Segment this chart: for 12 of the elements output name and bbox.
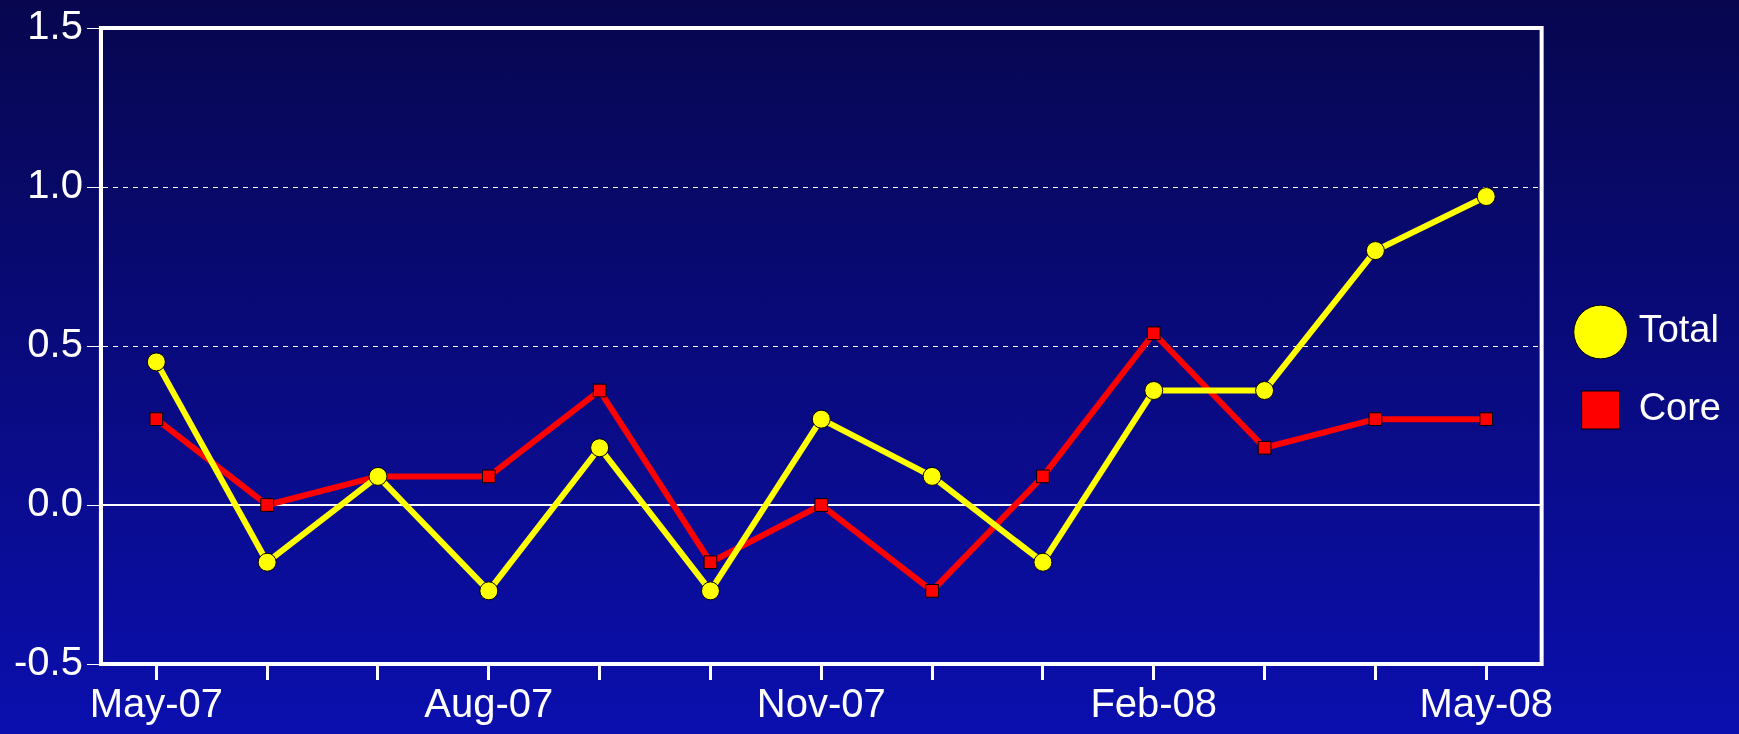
x-tick-label: May-07 [89, 681, 224, 726]
legend-label: Total [1638, 308, 1719, 351]
x-tick-label: Nov-07 [756, 681, 886, 726]
y-tick-label: 0.5 [27, 321, 83, 366]
legend-label: Core [1638, 386, 1722, 429]
y-tick-label: 0.0 [27, 480, 83, 525]
y-tick-label: 1.0 [27, 162, 83, 207]
y-tick-label: -0.5 [13, 639, 83, 684]
x-tick-label: May-08 [1419, 681, 1553, 726]
x-tick-label: Aug-07 [424, 681, 554, 726]
x-tick-label: Feb-08 [1090, 681, 1218, 726]
y-tick-label: 1.5 [27, 3, 83, 48]
